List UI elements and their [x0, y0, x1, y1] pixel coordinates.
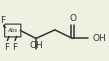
Text: F: F [0, 16, 5, 25]
Text: OH: OH [29, 41, 43, 50]
Text: OH: OH [92, 34, 106, 43]
Text: Abs: Abs [8, 28, 18, 33]
Text: F: F [12, 43, 18, 52]
FancyBboxPatch shape [5, 24, 21, 37]
Text: O: O [69, 14, 76, 23]
Text: F: F [4, 43, 9, 52]
